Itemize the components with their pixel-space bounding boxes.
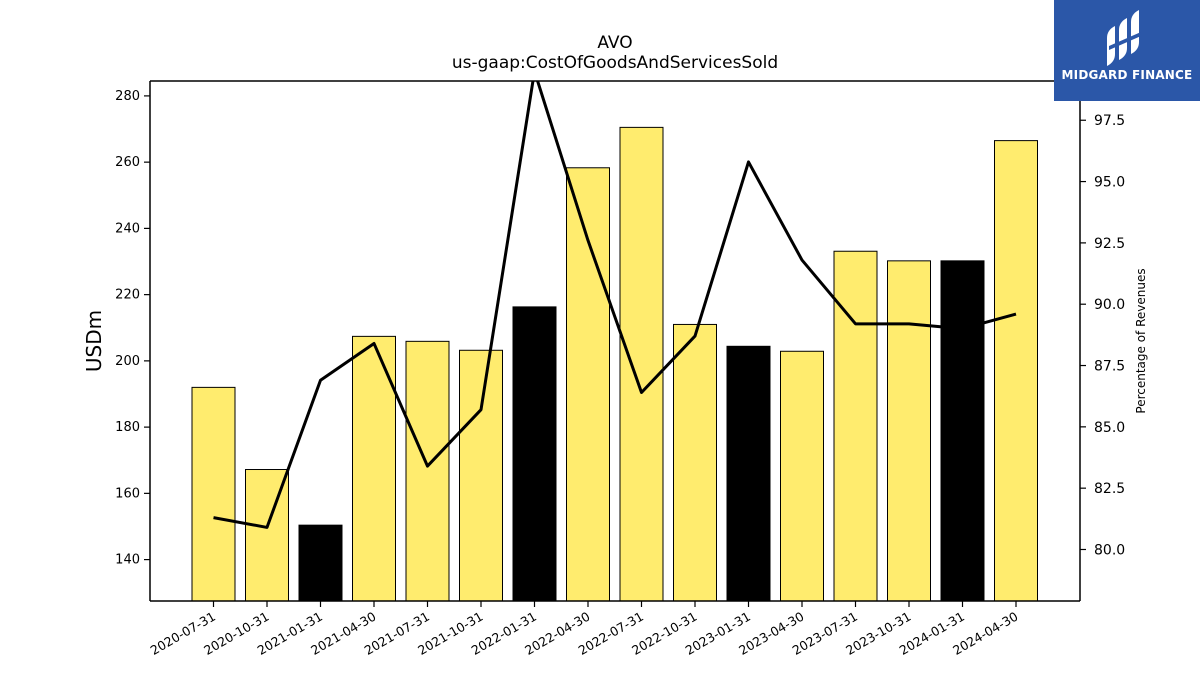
midgard-finance-logo: MIDGARD FINANCE — [1054, 0, 1200, 101]
bar-series — [191, 126, 1038, 601]
y-tick-label: 160 — [115, 486, 140, 501]
bar — [512, 306, 557, 601]
percentage-line — [213, 81, 1017, 529]
y-axis-label: USDm — [82, 310, 106, 372]
bar — [298, 524, 343, 601]
bar — [459, 349, 503, 601]
bar — [780, 350, 824, 601]
bar — [352, 335, 396, 601]
y2-tick-label: 80.0 — [1094, 542, 1125, 558]
bar — [726, 345, 771, 601]
bar — [994, 140, 1038, 601]
y-tick-label: 220 — [115, 288, 140, 303]
bar — [673, 323, 717, 601]
y2-tick-label: 95.0 — [1094, 175, 1125, 191]
y2-tick-label: 82.5 — [1094, 481, 1125, 497]
bar — [887, 260, 931, 601]
y-tick-label: 260 — [115, 155, 140, 170]
bar — [566, 167, 610, 601]
y2-tick-label: 90.0 — [1094, 297, 1125, 313]
bar — [940, 260, 985, 601]
bar — [191, 386, 236, 601]
y-tick-label: 180 — [115, 420, 140, 435]
bar — [833, 250, 878, 601]
bar — [405, 340, 450, 601]
logo-text: MIDGARD FINANCE — [1061, 68, 1193, 82]
y2-tick-label: 92.5 — [1094, 236, 1125, 252]
chart-title: AVO — [597, 33, 632, 53]
y2-tick-label: 87.5 — [1094, 359, 1125, 375]
y-tick-label: 280 — [115, 89, 140, 104]
y-tick-label: 140 — [115, 553, 140, 568]
y2-tick-label: 85.0 — [1094, 420, 1125, 436]
y-tick-label: 240 — [115, 221, 140, 236]
y2-tick-label: 97.5 — [1094, 113, 1125, 129]
y2-axis-label: Percentage of Revenues — [1134, 268, 1148, 413]
chart-subtitle: us-gaap:CostOfGoodsAndServicesSold — [452, 53, 778, 73]
logo-mark-icon — [1107, 10, 1141, 66]
bar — [619, 126, 664, 601]
line-series — [213, 81, 1017, 529]
y-tick-label: 200 — [115, 354, 140, 369]
